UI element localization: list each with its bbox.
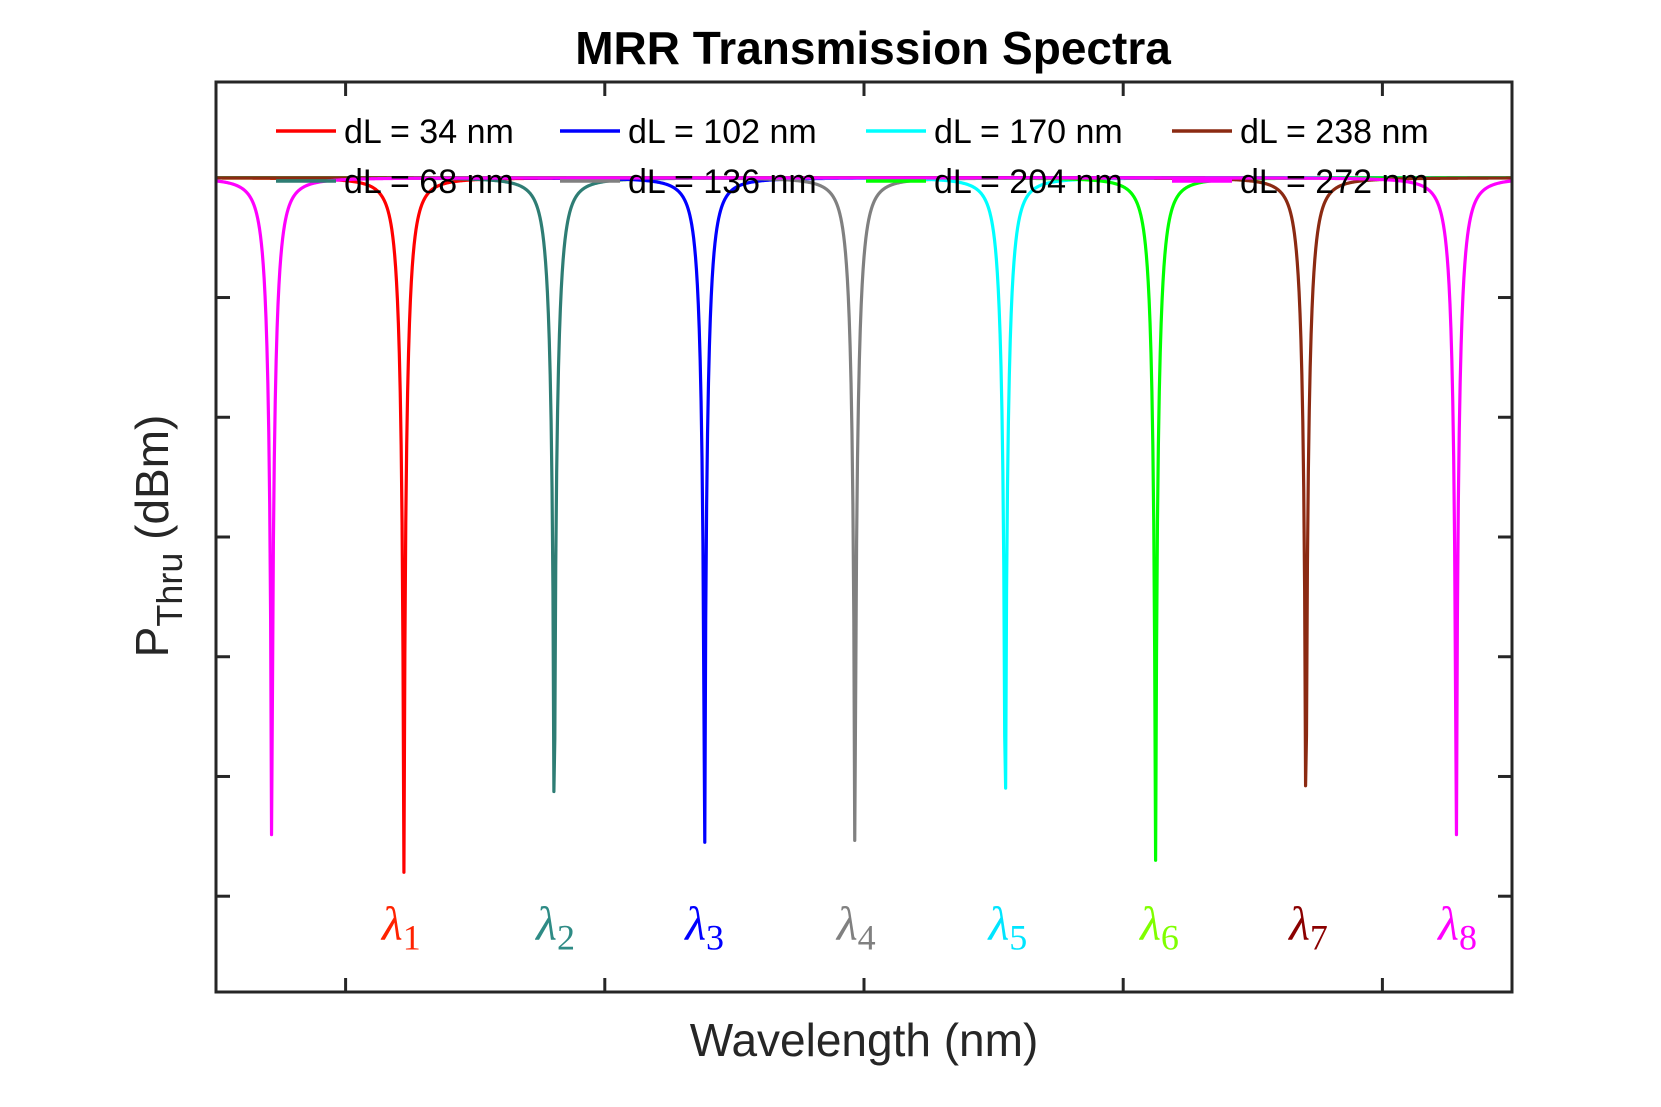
wavelength-label-symbol-2: λ [534,897,557,950]
plot-area [216,82,1512,992]
wavelength-label-symbol-4: λ [835,897,858,950]
wavelength-label-symbol-6: λ [1138,897,1161,950]
legend: dL = 34 nm dL = 68 nm dL = 102 nm dL = 136 … [276,113,1429,201]
plot-frame [214,80,1514,994]
legend-label-5: dL = 170 nm [934,113,1123,151]
wavelength-label-index-6: 6 [1161,917,1179,957]
wavelength-label-4: λ4 [835,897,876,957]
legend-label-4: dL = 136 nm [628,163,817,201]
wavelength-label-index-7: 7 [1310,917,1328,957]
legend-label-7: dL = 238 nm [1240,113,1429,151]
y-axis-label: PThru (dBm) [126,415,190,658]
legend-label-3: dL = 102 nm [628,113,817,151]
wavelength-label-index-8: 8 [1459,917,1477,957]
wavelength-label-index-3: 3 [706,917,724,957]
wavelength-label-index-1: 1 [403,917,421,957]
y-axis-label-main: P [126,627,178,658]
y-axis-label-unit: (dBm) [126,415,178,553]
wavelength-label-symbol-5: λ [986,897,1009,950]
wavelength-label-symbol-3: λ [683,897,706,950]
wavelength-labels: λ1 λ2 λ3 λ4 λ5 λ6 λ7 λ8 [380,897,1477,957]
chart-title: MRR Transmission Spectra [575,22,1171,74]
wavelength-label-8: λ8 [1436,897,1477,957]
y-axis-label-group: PThru (dBm) [126,415,190,658]
wavelength-label-symbol-7: λ [1287,897,1310,950]
legend-label-8: dL = 272 nm [1240,163,1429,201]
series-group [216,176,1512,874]
series-line-8 [216,176,1512,837]
wavelength-label-symbol-8: λ [1436,897,1459,950]
wavelength-label-1: λ1 [380,897,421,957]
y-axis-label-subscript: Thru [149,553,190,627]
wavelength-label-6: λ6 [1138,897,1179,957]
wavelength-label-7: λ7 [1287,897,1328,957]
legend-label-2: dL = 68 nm [344,163,514,201]
x-axis-label: Wavelength (nm) [690,1014,1039,1066]
wavelength-label-index-5: 5 [1009,917,1027,957]
wavelength-label-symbol-1: λ [380,897,403,950]
axis-ticks [216,82,1512,992]
wavelength-label-index-4: 4 [858,917,876,957]
wavelength-label-5: λ5 [986,897,1027,957]
wavelength-label-index-2: 2 [557,917,575,957]
wavelength-label-3: λ3 [683,897,724,957]
legend-label-6: dL = 204 nm [934,163,1123,201]
wavelength-label-2: λ2 [534,897,575,957]
legend-label-1: dL = 34 nm [344,113,514,151]
